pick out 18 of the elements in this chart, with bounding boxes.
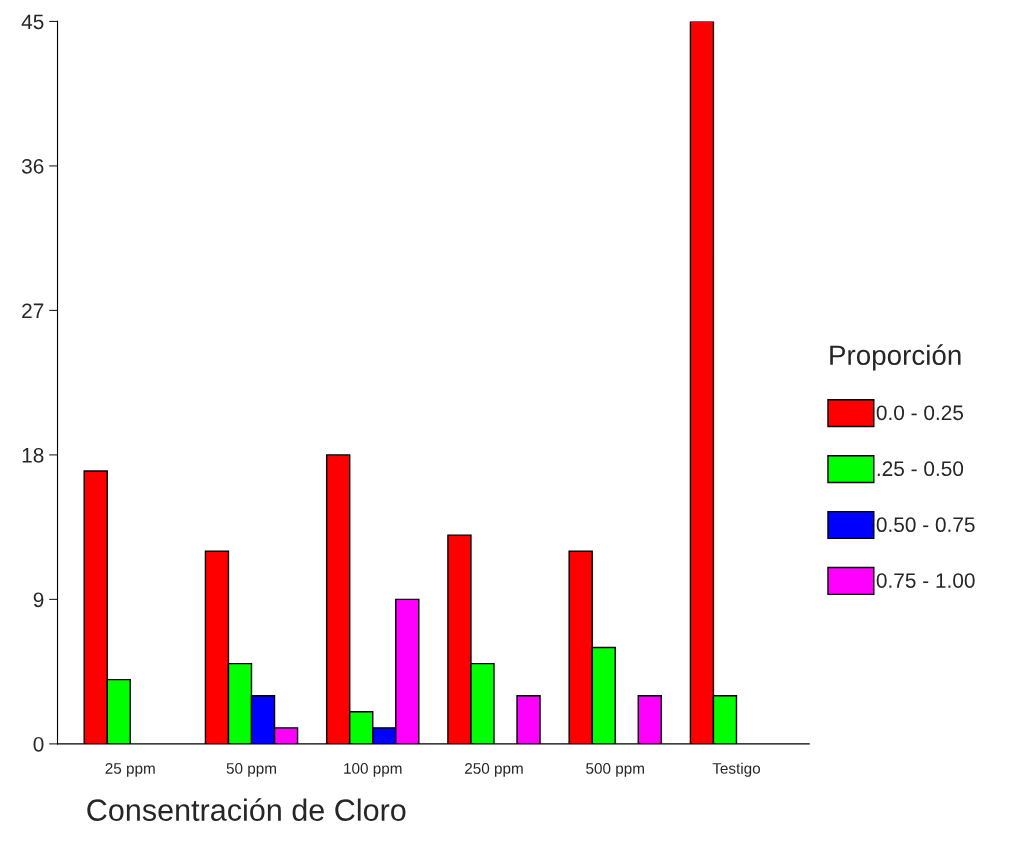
x-axis-title: Consentración de Cloro (87, 798, 406, 821)
legend-label: 0.0 - 0.25 (876, 405, 964, 421)
x-tick-label: Testigo (712, 762, 761, 777)
y-tick-label: 18 (22, 447, 44, 463)
x-tick-label: 25 ppm (105, 763, 155, 777)
legend-label: 0.50 - 0.75 (876, 517, 975, 533)
legend-label: 0.75 - 1.00 (876, 573, 975, 588)
y-tick-label: 27 (22, 303, 44, 318)
legend-title: Proporción (830, 344, 961, 371)
x-tick-label: 250 ppm (465, 763, 523, 777)
y-tick-label: 9 (33, 592, 44, 608)
legend-label: .25 - 0.50 (877, 461, 964, 477)
x-tick-label: 500 ppm (586, 763, 644, 777)
y-tick-label: 36 (21, 158, 44, 174)
y-tick-label: 45 (21, 14, 44, 30)
y-tick-label: 0 (33, 736, 44, 752)
x-tick-label: 50 ppm (226, 763, 276, 777)
x-tick-label: 100 ppm (344, 763, 402, 777)
